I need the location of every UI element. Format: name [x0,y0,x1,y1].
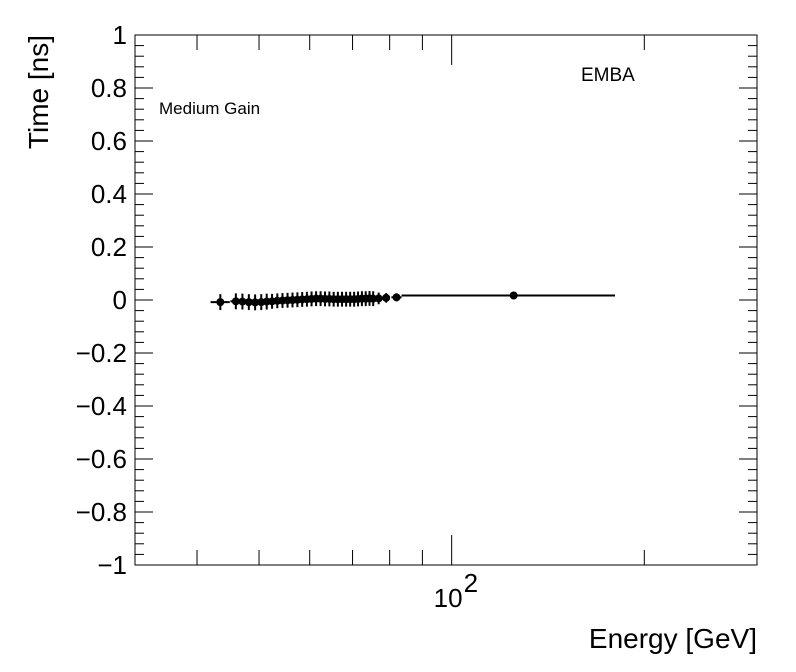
data-point-group [251,294,260,311]
x-tick-label-exponent: 2 [464,568,478,598]
y-axis-tick-labels: −1 −0.8 −0.6 −0.4 −0.2 0 0.2 0.4 0.6 0.8 1 [76,20,127,580]
data-point-group [401,291,616,300]
data-point [238,297,247,306]
y-tick-label: −1 [97,550,127,580]
annotation-emba: EMBA [581,65,635,86]
data-point [509,291,518,300]
data-point [374,294,383,303]
y-tick-label: 1 [113,20,127,50]
data-point [251,298,260,307]
x-axis-tick-labels: 10 2 [434,568,478,613]
data-point [216,298,225,307]
data-point-group [374,292,383,305]
annotation-medium-gain: Medium Gain [159,99,260,118]
y-axis-ticks [135,34,757,566]
y-tick-label: 0.8 [91,73,127,103]
x-axis-title: Energy [GeV] [589,623,757,654]
x-axis-ticks [196,35,758,565]
data-point-group [238,293,247,310]
y-tick-label: 0.4 [91,179,127,209]
data-point-group [244,294,253,311]
y-tick-label: 0.6 [91,126,127,156]
y-tick-label: 0.2 [91,232,127,262]
data-point [231,297,240,306]
y-tick-label: 0 [113,285,127,315]
data-point [392,293,401,302]
data-point-group [210,294,230,311]
data-point-group [391,293,402,302]
data-point [244,298,253,307]
y-tick-label: −0.2 [76,338,127,368]
y-tick-label: −0.4 [76,391,127,421]
y-tick-label: −0.8 [76,497,127,527]
data-point-group [382,293,391,303]
x-tick-label-base: 10 [434,583,463,613]
y-tick-label: −0.6 [76,444,127,474]
data-point [382,293,391,302]
y-axis-title: Time [ns] [23,35,54,149]
data-points [210,290,616,311]
